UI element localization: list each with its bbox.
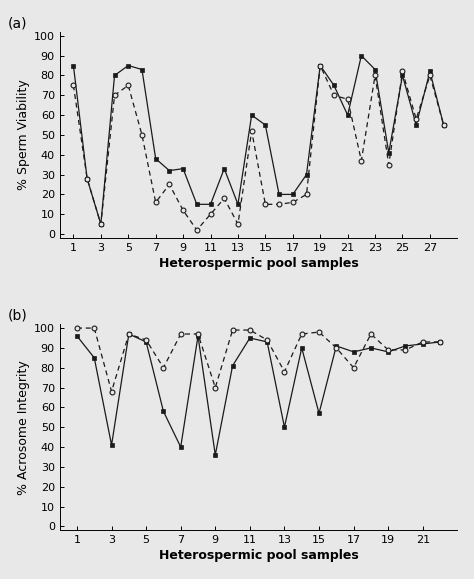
X-axis label: Heterospermic pool samples: Heterospermic pool samples — [159, 549, 358, 562]
Text: (a): (a) — [8, 17, 27, 31]
Y-axis label: % Acrosome Integrity: % Acrosome Integrity — [17, 360, 30, 494]
Text: (b): (b) — [8, 309, 28, 323]
X-axis label: Heterospermic pool samples: Heterospermic pool samples — [159, 257, 358, 270]
Y-axis label: % Sperm Viability: % Sperm Viability — [17, 79, 30, 190]
